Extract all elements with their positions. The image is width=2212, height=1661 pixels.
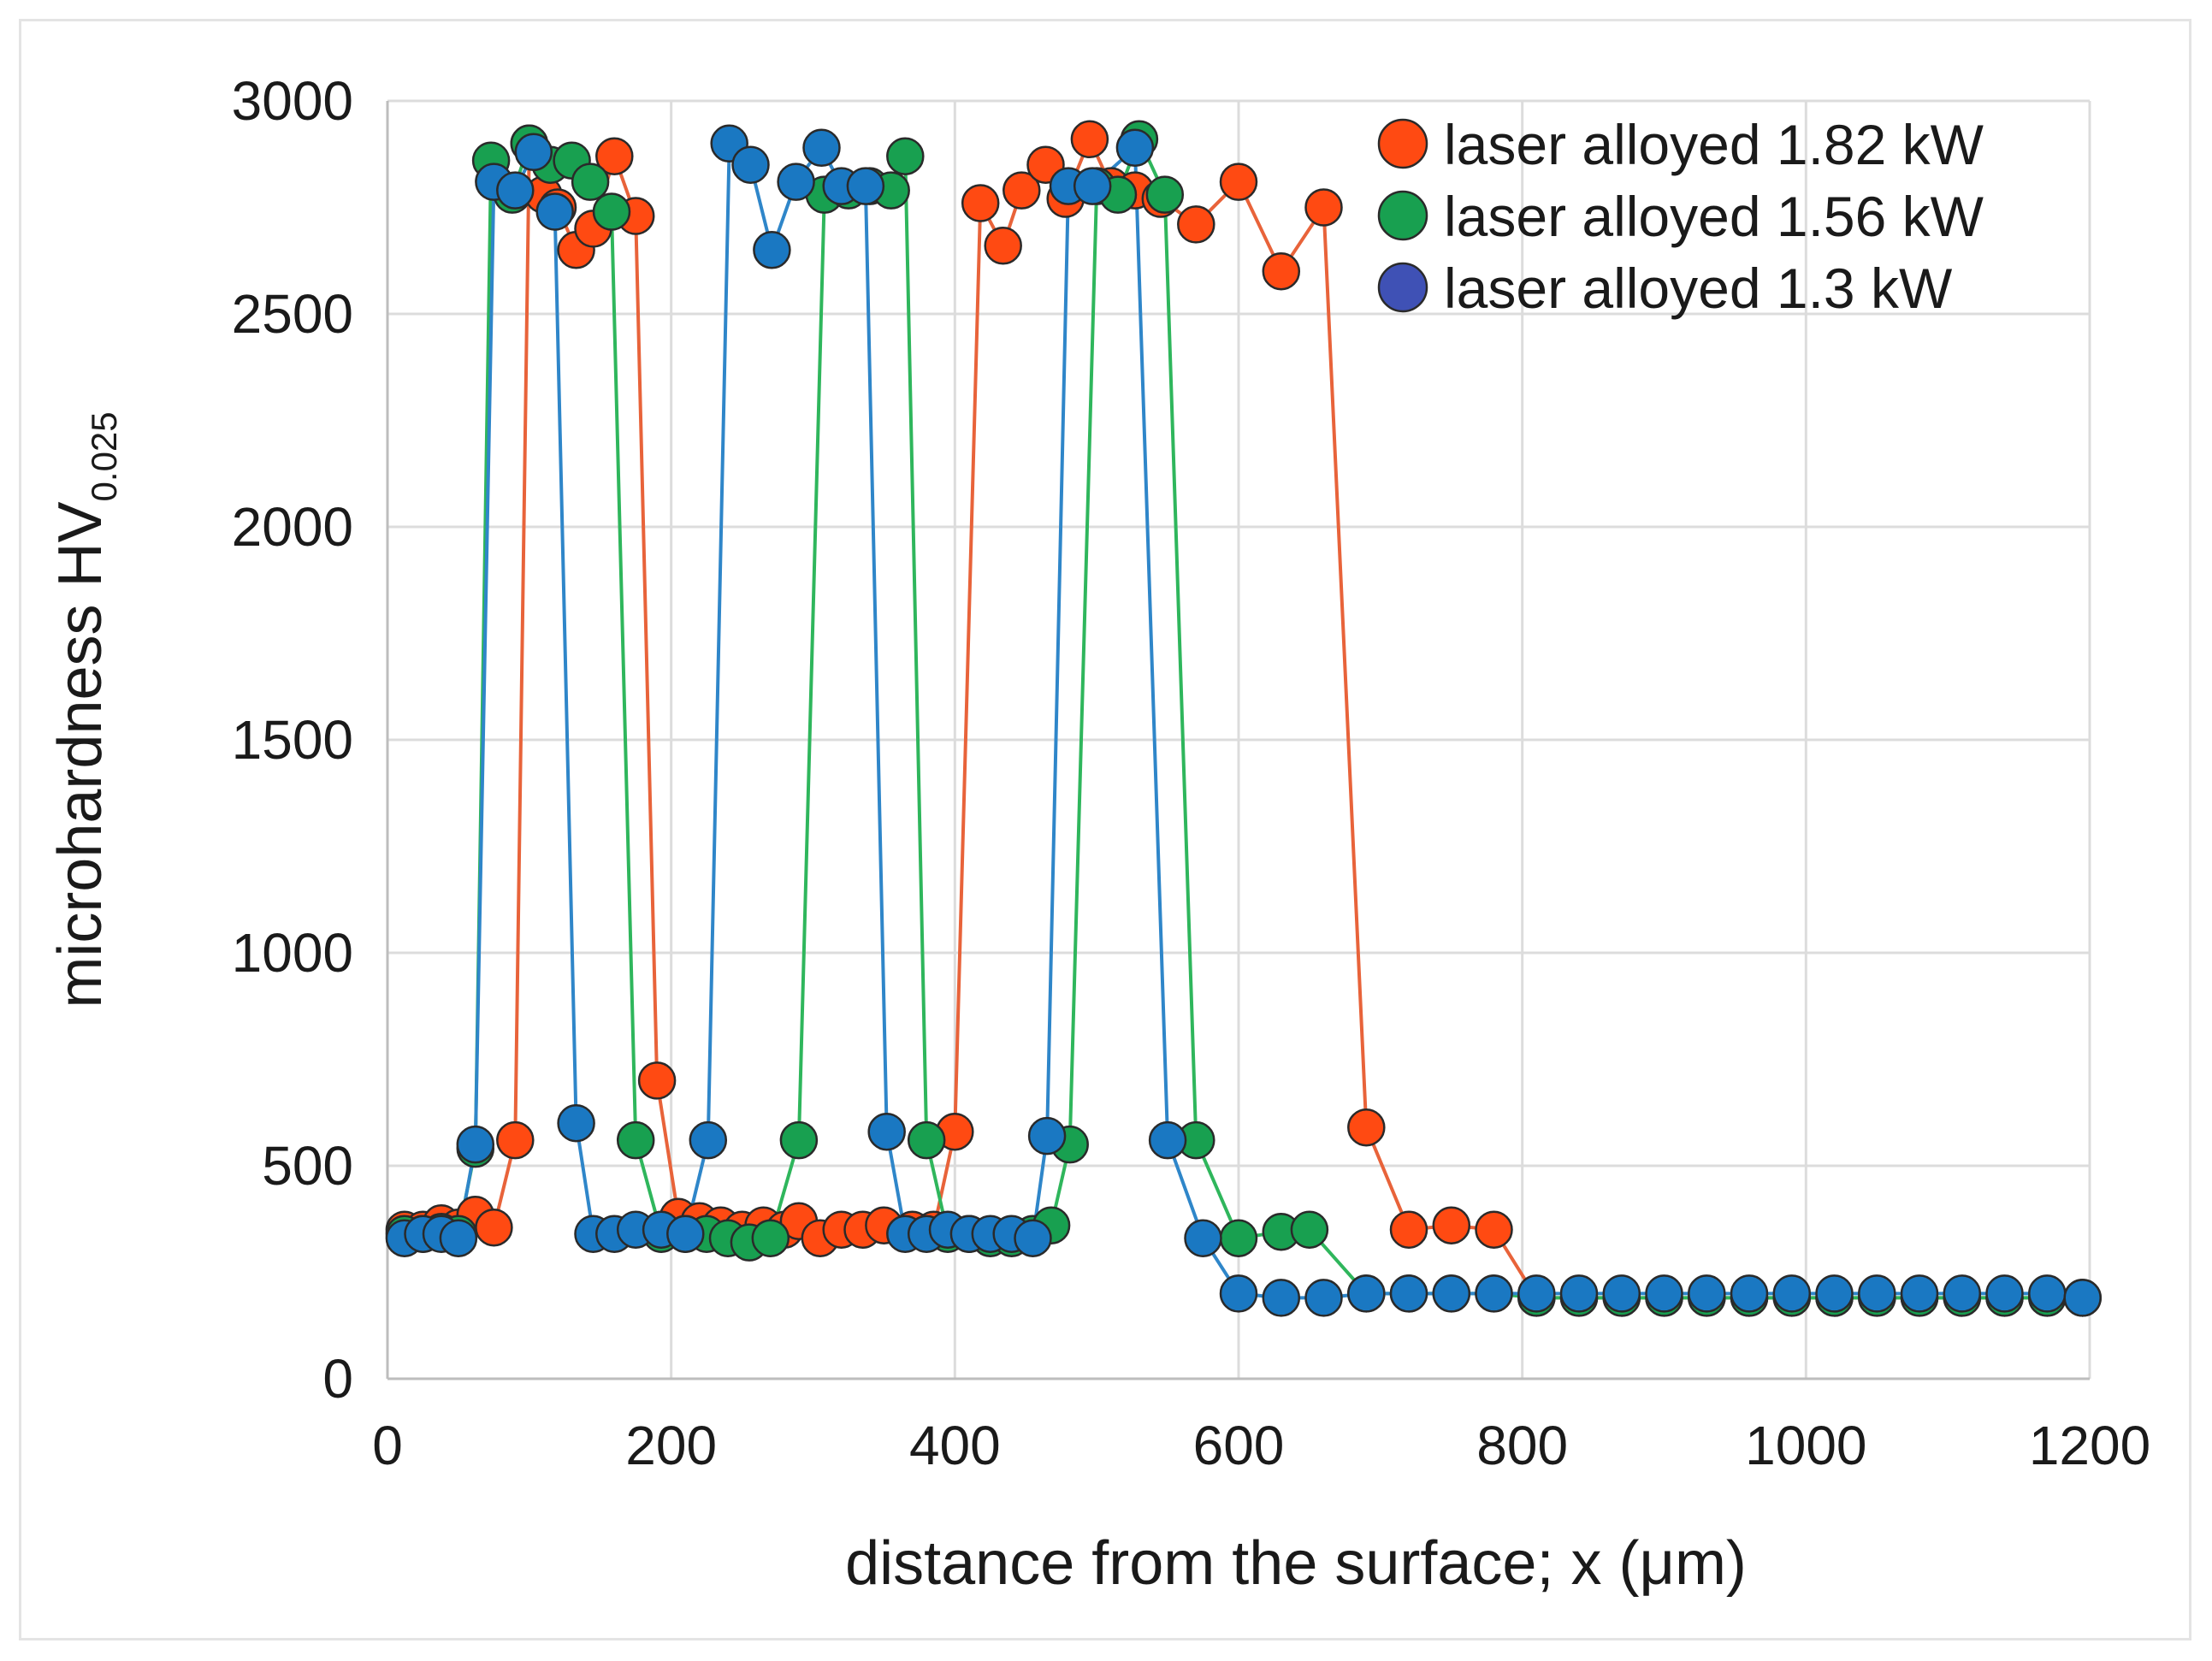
x-tick-label: 600 [1193, 1415, 1285, 1476]
data-point-series-2 [1985, 1274, 2024, 1313]
data-point-series-1 [907, 1120, 946, 1160]
data-point-series-2 [1115, 128, 1155, 168]
y-tick-label: 0 [322, 1348, 353, 1410]
x-tick-label: 1200 [2029, 1415, 2150, 1476]
data-point-series-2 [1900, 1274, 1939, 1313]
data-point-series-2 [535, 192, 574, 231]
data-point-series-2 [731, 145, 770, 184]
data-point-series-0 [961, 184, 1000, 222]
x-tick-label: 0 [372, 1415, 403, 1476]
x-tick-label: 200 [625, 1415, 717, 1476]
data-point-series-0 [1219, 163, 1258, 201]
data-point-series-2 [802, 128, 841, 168]
data-point-series-2 [1943, 1274, 1982, 1313]
data-point-series-0 [1432, 1206, 1471, 1244]
data-point-series-2 [1815, 1274, 1854, 1313]
chart-frame [19, 19, 2191, 1640]
data-point-series-2 [1148, 1120, 1187, 1160]
data-point-series-0 [1262, 251, 1301, 291]
data-point-series-2 [2063, 1279, 2102, 1317]
y-tick-label: 2500 [232, 283, 353, 345]
data-point-series-2 [777, 163, 815, 201]
legend-label-1: laser alloyed 1.56 kW [1444, 185, 1984, 248]
data-point-series-2 [1688, 1274, 1726, 1313]
data-point-series-1 [751, 1219, 790, 1257]
data-point-series-2 [1304, 1279, 1343, 1317]
y-tick-label: 1500 [232, 709, 353, 771]
data-point-series-2 [689, 1120, 728, 1160]
data-point-series-2 [753, 231, 791, 269]
y-tick-label: 2000 [232, 496, 353, 558]
data-point-series-0 [1389, 1210, 1428, 1249]
data-point-series-2 [1730, 1274, 1769, 1313]
data-point-series-2 [867, 1112, 906, 1151]
series-group [385, 120, 2102, 1317]
data-point-series-0 [1304, 188, 1343, 227]
data-point-series-2 [1014, 1219, 1052, 1257]
axes: 0 200 400 600 800 1000 1200 0 500 1000 1500 2000 250… [232, 70, 2151, 1476]
data-point-series-1 [592, 192, 631, 231]
x-tick-label: 800 [1476, 1415, 1568, 1476]
x-tick-label: 1000 [1745, 1415, 1866, 1476]
data-point-series-2 [666, 1215, 705, 1253]
data-point-series-2 [846, 167, 885, 205]
data-point-series-1 [616, 1120, 655, 1160]
data-point-series-2 [439, 1219, 478, 1257]
data-point-series-1 [886, 137, 925, 175]
data-point-series-2 [1073, 167, 1112, 205]
x-axis-title: distance from the surface; x (μm) [845, 1529, 1747, 1598]
data-point-series-2 [1027, 1116, 1067, 1156]
data-point-series-0 [595, 137, 634, 175]
data-point-series-2 [1219, 1274, 1258, 1313]
y-axis-title-subscript: 0.025 [84, 411, 124, 501]
data-point-series-0 [475, 1208, 513, 1247]
data-point-series-1 [1145, 175, 1185, 214]
data-point-series-0 [1347, 1108, 1386, 1147]
data-point-series-2 [1858, 1274, 1896, 1313]
data-point-series-1 [1290, 1210, 1329, 1249]
y-tick-label: 500 [262, 1135, 353, 1197]
data-point-series-0 [1475, 1210, 1513, 1249]
data-point-series-0 [1177, 205, 1215, 244]
data-point-series-0 [1070, 120, 1109, 159]
data-point-series-2 [2028, 1274, 2067, 1313]
data-point-series-2 [514, 133, 553, 172]
data-point-series-2 [1645, 1274, 1683, 1313]
data-point-series-0 [496, 1120, 535, 1160]
data-point-series-2 [1559, 1274, 1599, 1313]
data-point-series-2 [1184, 1219, 1222, 1257]
data-point-series-1 [1219, 1219, 1258, 1257]
data-point-series-2 [1772, 1274, 1812, 1313]
data-point-series-1 [571, 163, 610, 201]
y-tick-label: 1000 [232, 922, 353, 984]
legend: laser alloyed 1.82 kW laser alloyed 1.56 … [1377, 113, 1984, 320]
data-point-series-2 [1475, 1274, 1513, 1313]
data-point-series-2 [557, 1103, 595, 1143]
data-point-series-2 [1347, 1274, 1386, 1313]
y-axis-title: microhardness HV0.025 [46, 411, 124, 1008]
legend-label-0: laser alloyed 1.82 kW [1444, 113, 1984, 176]
legend-marker-0 [1377, 118, 1428, 169]
data-point-series-0 [1002, 171, 1041, 210]
data-point-series-0 [637, 1061, 677, 1100]
data-point-series-0 [984, 227, 1022, 265]
legend-label-2: laser alloyed 1.3 kW [1444, 257, 1953, 320]
y-tick-label: 3000 [232, 70, 353, 132]
data-point-series-2 [1432, 1274, 1471, 1313]
data-point-series-2 [1602, 1274, 1641, 1313]
data-point-series-2 [496, 171, 535, 210]
data-point-series-2 [1389, 1274, 1428, 1313]
data-point-series-2 [1262, 1279, 1301, 1317]
data-point-series-2 [1517, 1274, 1556, 1313]
x-tick-label: 400 [909, 1415, 1001, 1476]
legend-marker-1 [1377, 190, 1428, 241]
y-axis-title-main: microhardness HV [46, 501, 115, 1008]
legend-marker-2 [1377, 262, 1428, 313]
data-point-series-1 [779, 1120, 819, 1160]
data-point-series-2 [456, 1125, 495, 1164]
